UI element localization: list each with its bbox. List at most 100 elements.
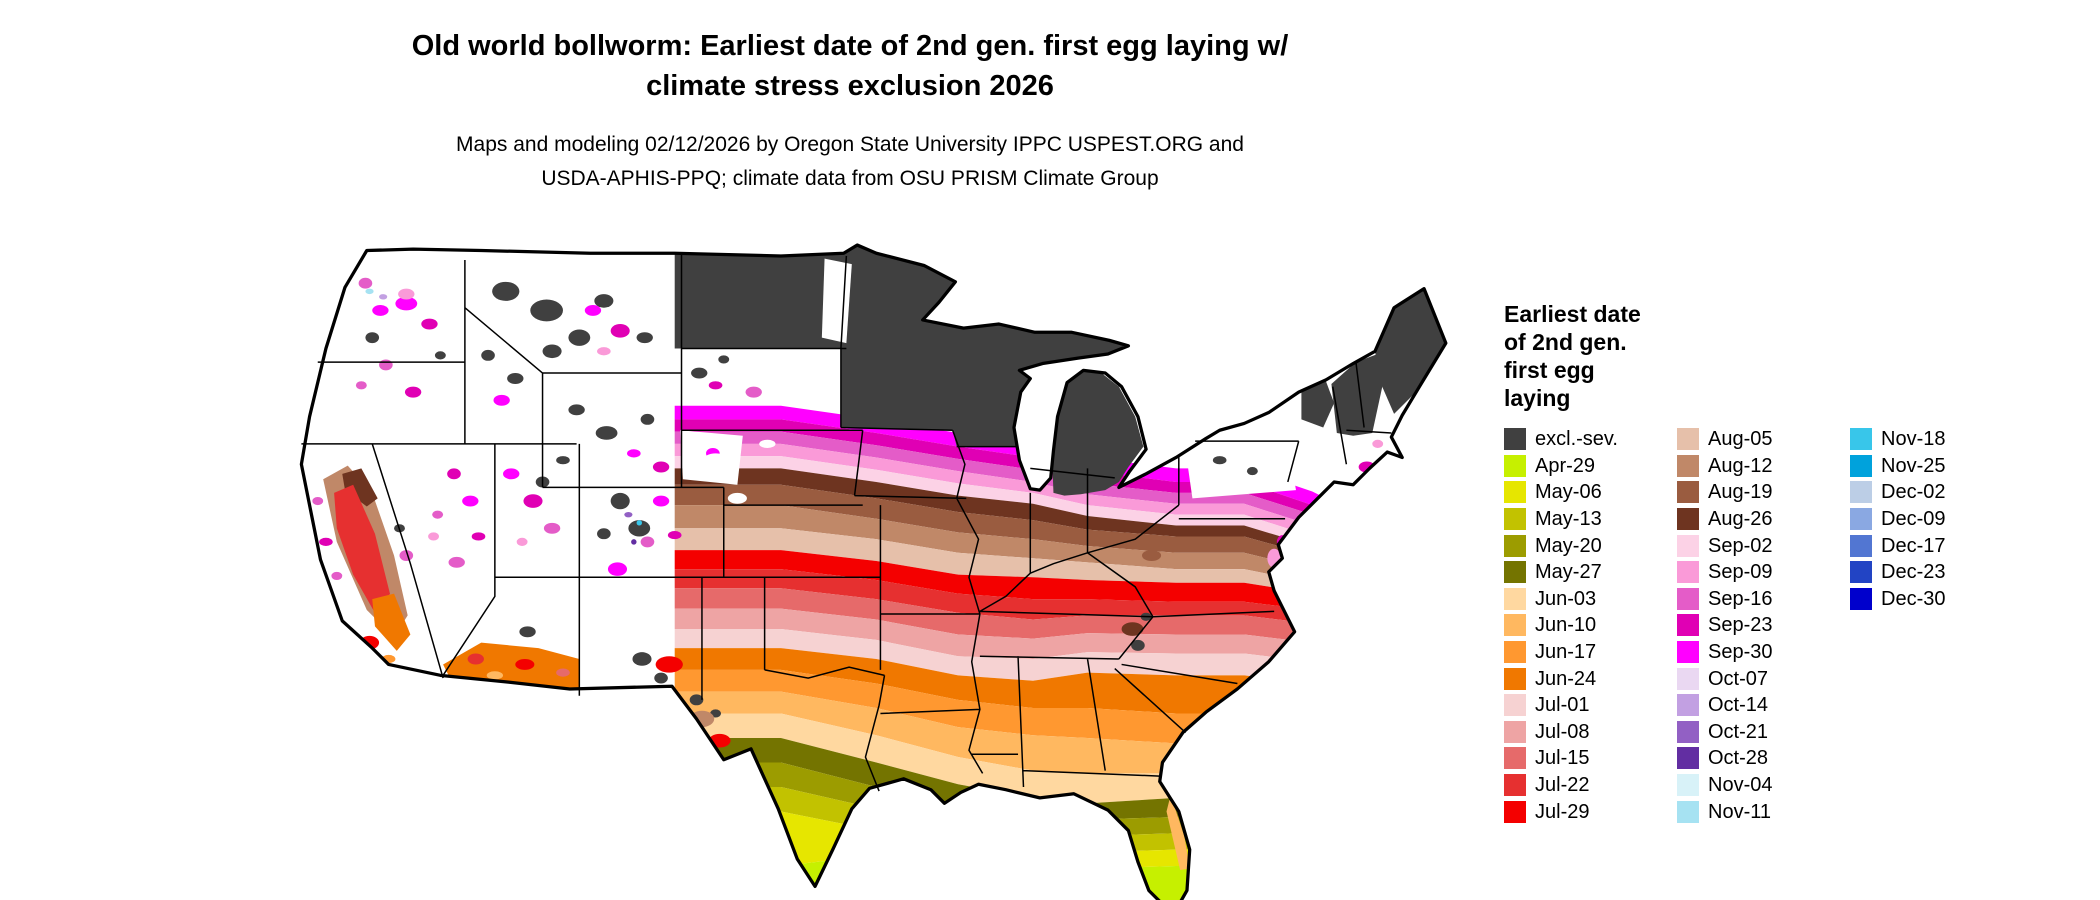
map-speckle (372, 304, 389, 316)
legend-title-line: laying (1504, 385, 1571, 411)
legend-item-label: Oct-21 (1708, 720, 1769, 743)
map-speckle (516, 537, 528, 546)
legend-title-line: of 2nd gen. (1504, 329, 1627, 355)
legend-item: Jul-29 (1504, 798, 1677, 825)
map-speckle (594, 294, 614, 308)
legend-item: Jun-10 (1504, 612, 1677, 639)
map-speckle (556, 668, 570, 677)
map-speckle (568, 404, 585, 416)
map-speckle (399, 550, 414, 561)
us-outline (299, 243, 1448, 900)
legend-swatch (1850, 561, 1872, 584)
legend-swatch (1504, 534, 1526, 557)
map-speckle (492, 281, 520, 301)
legend-item-label: Jun-03 (1535, 587, 1597, 610)
legend-item: excl.-sev. (1504, 426, 1677, 453)
map-speckle (631, 539, 637, 545)
map-speckle (530, 299, 563, 322)
map-speckle (507, 373, 524, 384)
legend-item-label: Jul-15 (1535, 747, 1590, 770)
map-region (1331, 353, 1384, 436)
map-speckle (636, 332, 653, 344)
map-speckle (568, 329, 591, 346)
legend-swatch (1850, 481, 1872, 504)
map-speckle (597, 528, 611, 540)
legend-item-label: Dec-17 (1881, 534, 1946, 557)
legend-item-label: Aug-26 (1708, 508, 1773, 531)
legend-swatch (1677, 747, 1699, 770)
map-speckle (379, 294, 388, 300)
legend-swatch (1504, 720, 1526, 743)
legend-item: Dec-17 (1850, 532, 1945, 559)
map-speckle (745, 386, 762, 398)
legend-title-line: Earliest date (1504, 301, 1641, 327)
legend-item: Oct-14 (1677, 692, 1850, 719)
legend-item: Jul-22 (1504, 772, 1677, 799)
map-speckle (1121, 622, 1144, 636)
legend-swatch (1504, 614, 1526, 637)
map-speckle (654, 672, 668, 684)
legend-swatch (1850, 508, 1872, 531)
map-region (334, 484, 390, 616)
map-speckle (462, 495, 479, 507)
legend-swatch (1504, 587, 1526, 610)
map-speckle (607, 562, 628, 576)
map-region (1166, 795, 1190, 871)
legend-item: Dec-30 (1850, 586, 1945, 613)
legend-columns: excl.-sev. Apr-29 May-06 May-13 May-20 May-27… (1504, 426, 1945, 825)
map-region (674, 528, 1446, 619)
legend-item-label: Jun-17 (1535, 641, 1597, 664)
map-speckle (584, 304, 602, 316)
legend-swatch (1677, 774, 1699, 797)
legend-item-label: Sep-30 (1708, 641, 1773, 664)
map-region (372, 593, 411, 651)
map-region (1052, 371, 1144, 496)
legend-swatch (1504, 800, 1526, 823)
map-speckle (503, 468, 520, 480)
map-speckle (358, 277, 373, 289)
map-speckle (689, 694, 704, 706)
map-speckle (355, 381, 367, 390)
legend-item: Aug-12 (1677, 453, 1850, 480)
legend-item-label: May-27 (1535, 561, 1602, 584)
legend-item-label: Jul-01 (1535, 694, 1590, 717)
legend-item: Nov-11 (1677, 798, 1850, 825)
us-map-svg (299, 243, 1448, 900)
legend-item: Aug-19 (1677, 479, 1850, 506)
legend-item: Dec-02 (1850, 479, 1945, 506)
map-speckle (610, 492, 630, 510)
map-speckle (1212, 456, 1227, 465)
legend-item-label: Nov-04 (1708, 774, 1773, 797)
legend: Earliest date of 2nd gen. first egg layi… (1504, 300, 1945, 825)
page-title-line2: climate stress exclusion 2026 (646, 70, 1054, 102)
subtitle: Maps and modeling 02/12/2026 by Oregon S… (0, 128, 1700, 196)
map-speckle (493, 394, 510, 406)
map-region (342, 468, 378, 507)
legend-item: May-20 (1504, 532, 1677, 559)
map-region (674, 588, 1446, 669)
legend-item: May-06 (1504, 479, 1677, 506)
map-speckle (708, 381, 723, 390)
legend-swatch (1504, 667, 1526, 690)
legend-item-label: Nov-25 (1881, 454, 1946, 477)
map-region (674, 608, 1446, 689)
map-region (1184, 441, 1296, 499)
legend-item: Sep-30 (1677, 639, 1850, 666)
map-speckle (718, 355, 730, 364)
subtitle-line1: Maps and modeling 02/12/2026 by Oregon S… (456, 133, 1244, 156)
map-speckle (655, 656, 683, 673)
legend-swatch (1850, 428, 1872, 451)
map-speckle (640, 413, 655, 425)
legend-swatch (1504, 508, 1526, 531)
legend-swatch (1677, 481, 1699, 504)
legend-item-label: Jun-10 (1535, 614, 1597, 637)
legend-item-label: Dec-30 (1881, 587, 1946, 610)
map-speckle (759, 439, 776, 448)
map-speckle (428, 532, 440, 541)
legend-item: Sep-16 (1677, 586, 1850, 613)
legend-swatch (1677, 720, 1699, 743)
map-speckle (703, 453, 728, 468)
legend-item: Aug-26 (1677, 506, 1850, 533)
legend-item-label: Aug-05 (1708, 428, 1773, 451)
map-speckle (398, 288, 415, 300)
